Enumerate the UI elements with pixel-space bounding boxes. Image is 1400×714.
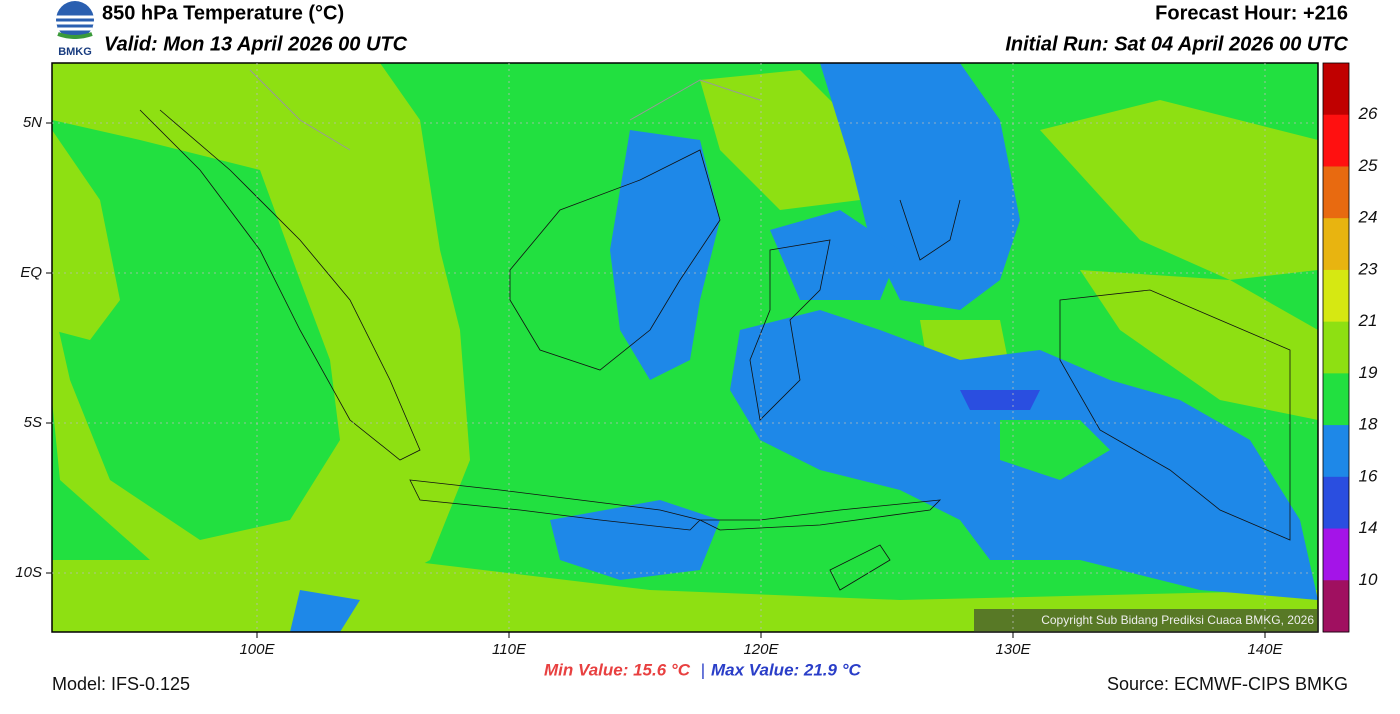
lat-label: EQ	[20, 264, 42, 281]
lon-label: 100E	[239, 641, 275, 658]
colorbar-label: 26	[1358, 104, 1378, 123]
max-value: Max Value: 21.9 °C	[711, 660, 862, 679]
lon-label: 120E	[743, 641, 779, 658]
colorbar-label: 23	[1358, 259, 1378, 278]
map: Copyright Sub Bidang Prediksi Cuaca BMKG…	[51, 62, 1319, 633]
lat-label: 5S	[24, 414, 42, 431]
colorbar-label: 21	[1358, 311, 1378, 330]
colorbar-label: 19	[1359, 363, 1378, 382]
colorbar: 26 25 24 23 21 19 18 16 14 10	[1322, 62, 1378, 633]
min-value: Min Value: 15.6 °C	[544, 660, 691, 679]
colorbar-label: 10	[1359, 570, 1378, 589]
valid-time: Valid: Mon 13 April 2026 00 UTC	[104, 33, 408, 55]
colorbar-label: 16	[1359, 466, 1378, 485]
initial-run: Initial Run: Sat 04 April 2026 00 UTC	[1005, 33, 1348, 55]
forecast-hour: Forecast Hour: +216	[1155, 2, 1348, 24]
colorbar-segment	[1323, 63, 1349, 116]
source: Source: ECMWF-CIPS BMKG	[1107, 674, 1348, 694]
colorbar-segment	[1323, 528, 1349, 581]
colorbar-segment	[1323, 269, 1349, 323]
colorbar-label: 18	[1359, 415, 1378, 434]
title: 850 hPa Temperature (°C)	[102, 2, 344, 24]
map-frame	[51, 62, 1319, 633]
lat-label: 5N	[23, 114, 42, 131]
map-axes: 5N EQ 5S 10S 100E 110E 120E 130E 140E	[15, 63, 1318, 658]
colorbar-segment	[1323, 373, 1349, 426]
lat-label: 10S	[15, 564, 42, 581]
logo-text: BMKG	[58, 46, 92, 58]
colorbar-segment	[1323, 114, 1349, 167]
separator: |	[701, 660, 705, 679]
logo: BMKG	[56, 1, 94, 58]
lon-label: 140E	[1247, 641, 1283, 658]
colorbar-segment	[1323, 321, 1349, 374]
colorbar-segment	[1323, 425, 1349, 478]
colorbar-frame	[1322, 62, 1350, 633]
colorbar-label: 25	[1358, 156, 1378, 175]
colorbar-label: 24	[1358, 208, 1378, 227]
lon-label: 130E	[995, 641, 1031, 658]
colorbar-segment	[1323, 580, 1349, 633]
colorbar-segment	[1323, 476, 1349, 530]
copyright-box	[974, 609, 1318, 632]
colorbar-segment	[1323, 218, 1349, 271]
model: Model: IFS-0.125	[52, 674, 190, 694]
copyright: Copyright Sub Bidang Prediksi Cuaca BMKG…	[1041, 613, 1314, 627]
colorbar-segment	[1323, 166, 1349, 219]
colorbar-label: 14	[1359, 518, 1378, 537]
lon-label: 110E	[492, 641, 527, 658]
